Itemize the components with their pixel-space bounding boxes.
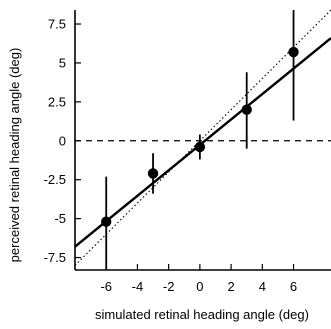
y-tick-label: -2.5	[44, 172, 66, 187]
y-tick-label: 5	[59, 55, 66, 70]
x-tick-label: -4	[132, 279, 144, 294]
fit-line	[75, 37, 331, 248]
data-point	[101, 216, 112, 227]
x-tick-label: 2	[227, 279, 234, 294]
data-points	[101, 10, 299, 270]
y-tick-label: -5	[54, 211, 66, 226]
y-tick-label: 7.5	[48, 17, 66, 32]
x-tick-label: 6	[290, 279, 297, 294]
axis-ticks: -6 -4 -2 0 2 4 6 -7.5 -5 -2.5 0 2.5 5 7.5	[44, 17, 298, 294]
data-point	[288, 46, 299, 58]
y-tick-label: -7.5	[44, 250, 66, 265]
x-tick-label: 0	[196, 279, 203, 294]
chart-lines	[75, 9, 331, 266]
y-axis-label: perceived retinal heading angle (deg)	[7, 48, 22, 263]
x-tick-label: -6	[100, 279, 112, 294]
x-axis-label: simulated retinal heading angle (deg)	[95, 307, 309, 322]
x-tick-label: -2	[163, 279, 175, 294]
data-point	[147, 168, 159, 179]
y-tick-label: 0	[59, 133, 66, 148]
x-tick-label: 4	[259, 279, 266, 294]
axes	[74, 10, 331, 271]
y-tick-label: 2.5	[48, 94, 66, 109]
data-point	[241, 104, 252, 115]
data-point	[194, 141, 206, 153]
identity-line	[75, 9, 331, 266]
